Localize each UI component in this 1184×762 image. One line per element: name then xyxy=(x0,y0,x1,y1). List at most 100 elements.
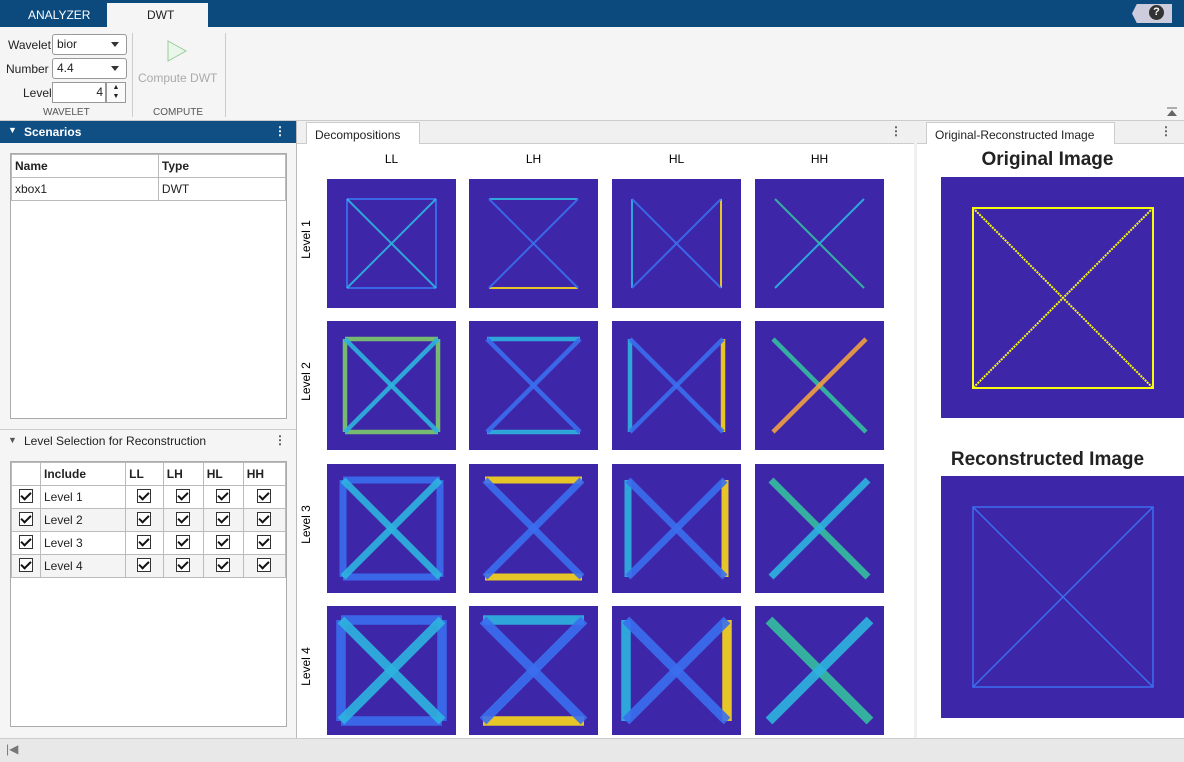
column-header: HL xyxy=(202,462,244,486)
row: xbox1 DWT xyxy=(11,177,287,201)
images-panel: Original-Reconstructed Image ⋮ Original I… xyxy=(917,121,1184,738)
thumbnail-stroke xyxy=(479,616,588,725)
panel-header: ▼ Level Selection for Reconstruction ⋮ xyxy=(0,429,296,452)
checkbox[interactable] xyxy=(19,557,33,572)
label: Wavelet xyxy=(8,38,51,52)
thumbnail-stroke xyxy=(771,337,868,434)
cell xyxy=(125,531,164,555)
label: Number xyxy=(6,62,49,76)
doc-tabbar: Decompositions ⋮ xyxy=(297,121,914,144)
cell xyxy=(242,508,287,532)
thumbnail-stroke xyxy=(343,337,440,434)
cell xyxy=(11,554,41,578)
section-label: COMPUTE xyxy=(153,107,203,118)
cell xyxy=(202,508,244,532)
checkbox[interactable] xyxy=(257,557,272,572)
checkbox[interactable] xyxy=(216,488,231,503)
column-header: LL xyxy=(125,462,164,486)
doc-tab-label: Decompositions xyxy=(315,128,401,142)
cell: Level 3 xyxy=(39,531,127,555)
section-label: WAVELET xyxy=(43,107,90,118)
checkbox[interactable] xyxy=(137,557,152,572)
title-text: Original Image xyxy=(981,149,1114,170)
cell xyxy=(202,485,244,509)
cell: xbox1 xyxy=(11,177,159,201)
cell xyxy=(242,554,287,578)
cell xyxy=(242,485,287,509)
thumbnail-stroke xyxy=(631,198,722,289)
column-header: HH xyxy=(242,462,287,486)
column-label: LH xyxy=(526,152,541,166)
header-row: Name Type xyxy=(11,154,287,178)
checkbox[interactable] xyxy=(19,488,33,503)
help-icon: ? xyxy=(1149,5,1164,20)
row: Level 2 xyxy=(11,508,287,532)
checkbox[interactable] xyxy=(176,534,191,549)
wavelet-dropdown[interactable]: bior xyxy=(52,34,127,55)
checkbox[interactable] xyxy=(257,488,272,503)
doc-tabbar: Original-Reconstructed Image ⋮ xyxy=(917,121,1184,144)
cell: DWT xyxy=(157,177,287,201)
doc-tab-label: Original-Reconstructed Image xyxy=(935,128,1095,142)
thumbnail-stroke xyxy=(337,616,446,725)
decomposition-grid: LL LH HL HH Level 1 Level 2 Level 3 Level 4 xyxy=(299,152,884,735)
tab-active[interactable]: DWT xyxy=(107,3,208,27)
cell: Level 4 xyxy=(39,554,127,578)
separator xyxy=(225,33,226,117)
checkbox[interactable] xyxy=(257,511,272,526)
level-input[interactable]: 4 xyxy=(52,82,106,103)
level-table: Include LL LH HL HH Level 1 Level 2 Level 3 Leve… xyxy=(10,461,287,727)
checkbox[interactable] xyxy=(137,488,152,503)
status-bar: |◀ xyxy=(0,738,1184,762)
column-header: Type xyxy=(157,154,287,178)
panel-title: Scenarios xyxy=(24,125,82,139)
play-icon xyxy=(167,40,188,62)
column-label: HL xyxy=(669,152,685,166)
separator xyxy=(132,33,133,117)
thumbnail-stroke xyxy=(628,337,725,434)
checkbox[interactable] xyxy=(216,534,231,549)
checkbox[interactable] xyxy=(216,557,231,572)
checkbox[interactable] xyxy=(137,511,152,526)
cell xyxy=(162,485,204,509)
collapse-icon[interactable] xyxy=(1166,107,1178,117)
tab[interactable]: ANALYZER xyxy=(28,8,91,22)
column-header: Name xyxy=(11,154,159,178)
number-dropdown[interactable]: 4.4 xyxy=(52,58,127,79)
cell xyxy=(11,485,41,509)
help-button[interactable]: ? xyxy=(1132,4,1172,23)
doc-tab[interactable]: Decompositions xyxy=(306,122,420,144)
checkbox[interactable] xyxy=(19,534,33,549)
checkbox[interactable] xyxy=(257,534,272,549)
thumbnail-stroke xyxy=(768,477,871,580)
cell xyxy=(11,508,41,532)
row: Level 1 xyxy=(11,485,287,509)
panel-header: ▼ Scenarios ⋮ xyxy=(0,121,296,143)
column-header: LH xyxy=(162,462,204,486)
spinner[interactable]: ▲ ▼ xyxy=(106,82,126,103)
image-title: Reconstructed Image xyxy=(941,449,1184,471)
original-image xyxy=(941,177,1184,418)
checkbox[interactable] xyxy=(176,511,191,526)
row: Level 3 xyxy=(11,531,287,555)
checkbox[interactable] xyxy=(19,511,33,526)
cell xyxy=(202,531,244,555)
header-row: Include LL LH HL HH xyxy=(11,462,287,486)
checkbox[interactable] xyxy=(176,488,191,503)
doc-tab[interactable]: Original-Reconstructed Image xyxy=(926,122,1115,144)
thumbnail-stroke xyxy=(488,198,579,289)
checkbox[interactable] xyxy=(176,557,191,572)
checkbox[interactable] xyxy=(216,511,231,526)
row: Level 4 xyxy=(11,554,287,578)
cell xyxy=(125,485,164,509)
compute-button[interactable]: Compute DWT xyxy=(138,71,218,85)
thumbnail-stroke xyxy=(482,477,585,580)
checkbox[interactable] xyxy=(137,534,152,549)
collapse-left[interactable]: |◀ xyxy=(6,742,19,756)
cell xyxy=(11,531,41,555)
decompositions-panel: Decompositions ⋮ LL LH HL HH Level 1 Level 2 Le… xyxy=(297,121,914,738)
reconstructed-image xyxy=(941,476,1184,718)
tab-label: DWT xyxy=(147,8,175,22)
cell xyxy=(162,554,204,578)
